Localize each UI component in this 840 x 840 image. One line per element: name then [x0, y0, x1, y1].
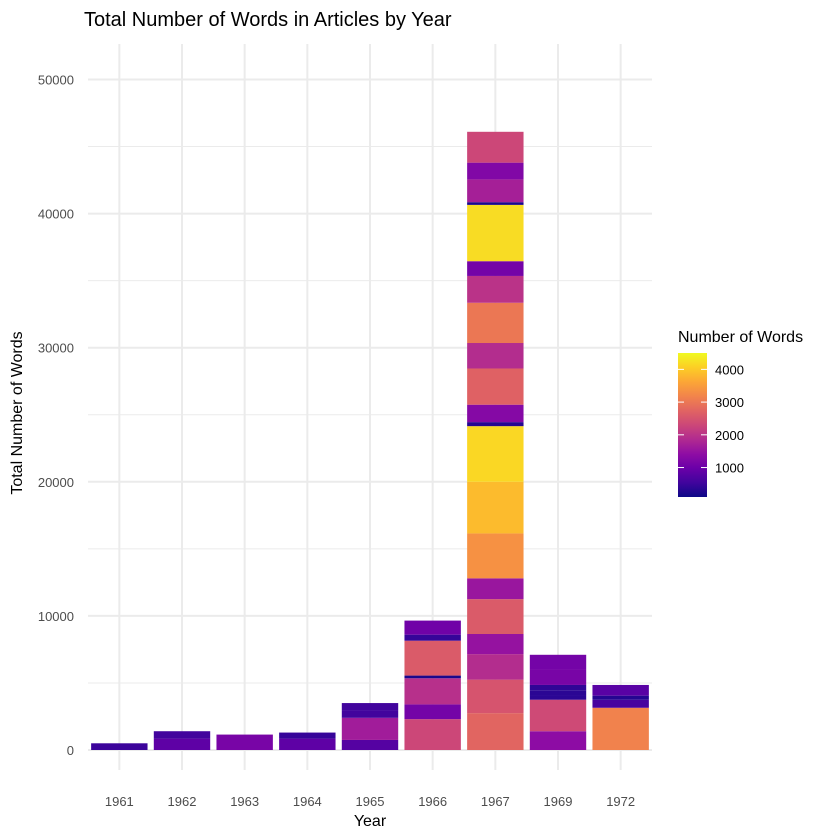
bar-segment [279, 738, 336, 750]
bar-segment [467, 599, 524, 635]
bar-stack-1966 [404, 620, 461, 750]
legend-tick-label: 4000 [715, 362, 744, 377]
bar-segment [404, 719, 461, 750]
bar-segment [529, 731, 587, 750]
x-tick-label: 1964 [293, 794, 322, 809]
legend-colorbar [678, 353, 707, 497]
x-tick-label: 1965 [356, 794, 385, 809]
bar-segment [404, 675, 461, 679]
bar-segment [467, 131, 524, 163]
x-tick-label: 1963 [230, 794, 259, 809]
bar-segment [279, 732, 336, 739]
x-tick-label: 1967 [481, 794, 510, 809]
bar-segment [592, 699, 649, 708]
y-tick-label: 10000 [38, 609, 74, 624]
y-tick-label: 20000 [38, 475, 74, 490]
bar-segment [529, 654, 587, 670]
legend: Number of Words 1000 2000 3000 4000 [678, 329, 803, 497]
bar-segment [467, 261, 524, 276]
bar-segment [529, 669, 587, 685]
bars [91, 131, 649, 750]
y-axis-ticks: 0 10000 20000 30000 40000 50000 [38, 73, 74, 759]
bar-segment [467, 481, 524, 534]
bar-stack-1962 [153, 731, 211, 750]
bar-segment [467, 422, 524, 427]
bar-segment [153, 731, 211, 739]
bar-segment [467, 404, 524, 423]
bar-segment [592, 684, 649, 696]
bar-segment [341, 717, 399, 740]
bar-stack-1965 [341, 703, 399, 750]
legend-tick-label: 1000 [715, 461, 744, 476]
bar-segment [467, 713, 524, 750]
x-axis-ticks: 1961 1962 1963 1964 1965 1966 1967 1969 1972 [105, 794, 635, 809]
bar-segment [467, 634, 524, 655]
bar-segment [467, 202, 524, 205]
bar-segment [404, 640, 461, 676]
bar-segment [467, 578, 524, 600]
bar-segment [592, 695, 649, 700]
bar-segment [341, 739, 399, 750]
bar-segment [341, 703, 399, 711]
x-tick-label: 1962 [168, 794, 197, 809]
bar-segment [467, 343, 524, 369]
bar-segment [467, 275, 524, 303]
bar-segment [467, 533, 524, 579]
bar-segment [467, 654, 524, 680]
bar-stack-1963 [216, 734, 273, 750]
x-axis-title: Year [354, 813, 387, 830]
chart-title: Total Number of Words in Articles by Yea… [84, 9, 452, 31]
bar-segment [216, 734, 273, 750]
bar-stack-1961 [91, 743, 148, 750]
x-tick-label: 1969 [544, 794, 573, 809]
legend-tick-label: 2000 [715, 428, 744, 443]
bar-segment [467, 302, 524, 344]
bar-segment [467, 368, 524, 405]
bar-segment [529, 684, 587, 691]
bar-segment [467, 162, 524, 180]
y-tick-label: 30000 [38, 341, 74, 356]
y-tick-label: 0 [67, 743, 74, 758]
bar-segment [467, 679, 524, 714]
x-tick-label: 1961 [105, 794, 134, 809]
legend-tick-label: 3000 [715, 395, 744, 410]
bar-segment [404, 634, 461, 641]
bar-segment [341, 710, 399, 718]
x-tick-label: 1966 [418, 794, 447, 809]
y-axis-title: Total Number of Words [9, 331, 26, 494]
bar-segment [467, 204, 524, 262]
bar-stack-1969 [529, 654, 587, 750]
legend-title: Number of Words [678, 329, 803, 346]
bar-segment [404, 678, 461, 705]
bar-segment [153, 738, 211, 750]
bar-segment [404, 620, 461, 635]
bar-segment [529, 695, 587, 700]
y-tick-label: 40000 [38, 207, 74, 222]
bar-segment [592, 707, 649, 750]
bar-stack-1964 [279, 732, 336, 750]
bar-stack-1967 [467, 131, 524, 750]
y-tick-label: 50000 [38, 73, 74, 88]
legend-ticks: 1000 2000 3000 4000 [678, 362, 744, 476]
bar-segment [529, 690, 587, 696]
bar-segment [467, 179, 524, 203]
bar-segment [467, 426, 524, 482]
bar-segment [91, 743, 148, 750]
x-tick-label: 1972 [606, 794, 635, 809]
bar-segment [529, 699, 587, 732]
bar-segment [404, 704, 461, 720]
bar-stack-1972 [592, 684, 649, 750]
